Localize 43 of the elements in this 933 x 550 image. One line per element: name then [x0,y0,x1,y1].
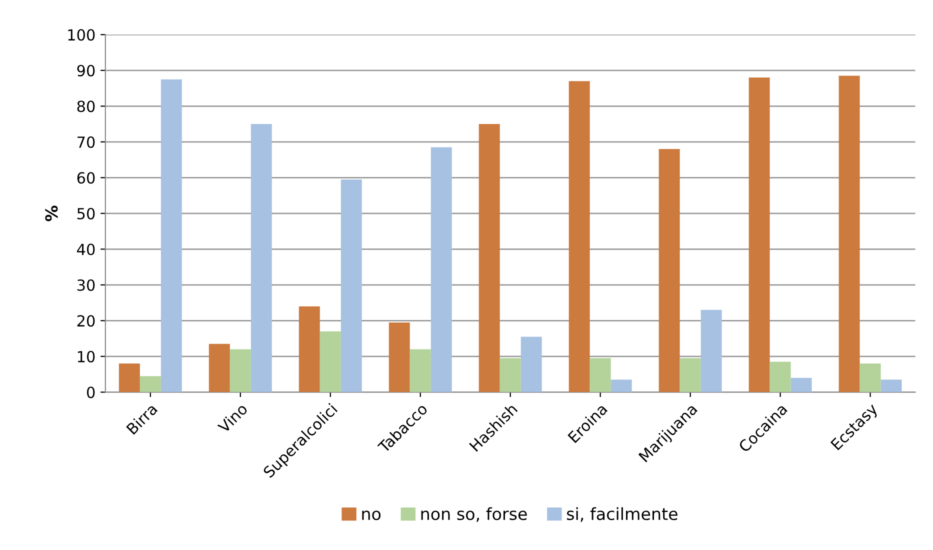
legend-label: no [362,510,381,520]
bar [590,358,611,392]
bar [388,322,410,392]
bar [298,306,320,392]
bar [230,349,251,392]
bar [340,179,362,392]
bar [410,349,431,392]
bar [140,376,161,392]
bar [880,380,902,392]
y-axis-title: % [45,206,58,222]
bar [208,344,230,392]
bar [658,149,680,392]
y-tick-label: 60 [77,172,95,184]
bar [610,380,632,392]
bar [500,358,521,392]
bar [118,364,140,392]
bar [430,147,452,392]
bar [838,76,860,392]
bar [700,310,722,392]
y-tick-label: 20 [77,315,95,327]
y-tick-label: 0 [86,386,95,398]
bar [790,378,812,392]
bar [770,362,791,392]
y-tick-label: 50 [77,208,95,220]
bar [748,78,770,392]
y-tick-label: 100 [68,29,95,41]
bar [250,124,272,392]
x-tick-label: Vino [216,402,248,434]
legend-label: si, facilmente [566,507,678,522]
y-tick-label: 90 [77,64,95,76]
bar [320,331,341,392]
y-tick-label: 10 [78,350,95,362]
y-tick-label: 30 [77,279,95,291]
legend-label: non so, forse [421,507,527,522]
bar [160,79,182,392]
y-tick-label: 40 [77,244,95,256]
y-tick-label: 70 [78,136,95,148]
bar [860,364,881,392]
bar [520,336,542,392]
bar [568,81,590,392]
y-tick-label: 80 [77,100,95,112]
bar [478,124,500,392]
bar [680,358,701,392]
